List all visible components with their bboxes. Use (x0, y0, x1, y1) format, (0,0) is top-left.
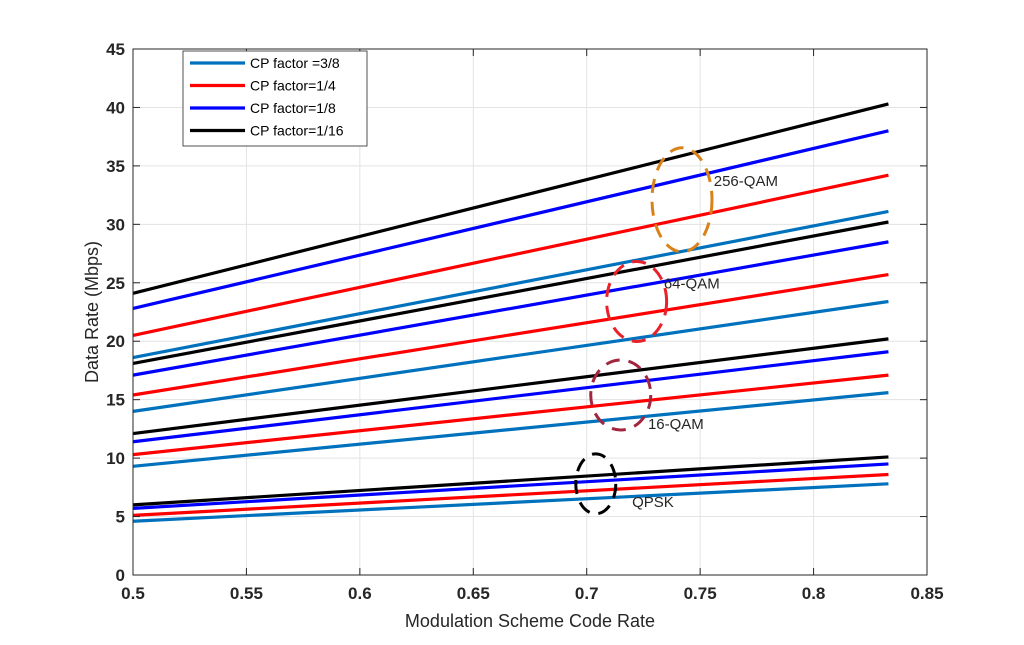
series-line-16-qam-5 (132, 373, 889, 457)
series-line-16-qam-4 (132, 391, 889, 468)
annotation-ellipse (574, 452, 618, 516)
y-tick-label: 35 (106, 157, 125, 176)
x-tick-label: 0.8 (802, 584, 826, 603)
x-axis-label: Modulation Scheme Code Rate (405, 611, 655, 631)
annotation-label: 64-QAM (664, 276, 720, 293)
series-line-16-qam-7 (132, 337, 889, 436)
annotation-label: 256-QAM (714, 173, 778, 190)
legend-entry-label: CP factor=1/16 (250, 123, 344, 139)
series-line-64-qam-9 (132, 273, 889, 397)
series-line-256-qam-13 (132, 173, 889, 337)
y-tick-label: 10 (106, 449, 125, 468)
series-line-256-qam-15 (132, 102, 889, 295)
annotation-ellipse (605, 259, 669, 343)
x-tick-label: 0.6 (348, 584, 372, 603)
y-tick-label: 25 (106, 274, 125, 293)
y-tick-label: 5 (116, 508, 125, 527)
legend-entry-label: CP factor =3/8 (250, 55, 340, 71)
y-tick-label: 15 (106, 391, 125, 410)
x-tick-label: 0.85 (910, 584, 943, 603)
annotation-ellipse (650, 146, 714, 254)
series-line-qpsk-1 (132, 472, 889, 517)
y-tick-label: 45 (106, 40, 125, 59)
series-line-qpsk-3 (132, 455, 889, 507)
series-group (132, 102, 889, 523)
annotation-label: 16-QAM (648, 416, 704, 433)
ticks-group: 0.5 0.55 0.6 0.65 0.7 0.75 0.8 0.85 0 5 10 15 20 25 30… (106, 40, 943, 603)
legend-entry-label: CP factor=1/4 (250, 78, 336, 94)
plot-frame (132, 48, 928, 576)
y-tick-label: 40 (106, 98, 125, 117)
series-line-64-qam-8 (132, 299, 889, 413)
series-line-64-qam-11 (132, 220, 889, 366)
x-tick-label: 0.65 (457, 584, 490, 603)
series-line-qpsk-2 (132, 462, 889, 510)
y-tick-label: 0 (116, 566, 125, 585)
x-tick-label: 0.7 (575, 584, 599, 603)
series-line-256-qam-14 (132, 129, 889, 311)
y-tick-label: 30 (106, 215, 125, 234)
annotation-ellipse (589, 358, 653, 432)
annotation-label: QPSK (632, 494, 674, 511)
x-tick-label: 0.5 (121, 584, 145, 603)
y-tick-label: 20 (106, 332, 125, 351)
y-axis-label: Data Rate (Mbps) (82, 241, 102, 383)
x-tick-label: 0.75 (684, 584, 717, 603)
series-line-qpsk-0 (132, 482, 889, 523)
legend: CP factor =3/8 CP factor=1/4 CP factor=1/8… (182, 50, 368, 147)
series-line-256-qam-12 (132, 209, 889, 360)
annotations-group: 256-QAM 64-QAM 16-QAM QPSK (574, 146, 778, 516)
x-tick-label: 0.55 (230, 584, 263, 603)
series-line-16-qam-6 (132, 350, 889, 444)
series-line-64-qam-10 (132, 240, 889, 377)
legend-entry-label: CP factor=1/8 (250, 100, 336, 116)
